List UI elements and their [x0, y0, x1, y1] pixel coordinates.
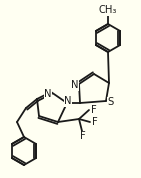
Text: N: N — [44, 89, 52, 99]
Text: F: F — [80, 131, 86, 141]
Text: F: F — [91, 105, 97, 115]
Text: N: N — [64, 96, 72, 106]
Text: N: N — [71, 80, 79, 90]
Text: S: S — [108, 97, 114, 107]
Text: CH₃: CH₃ — [99, 5, 117, 15]
Text: F: F — [92, 117, 98, 127]
